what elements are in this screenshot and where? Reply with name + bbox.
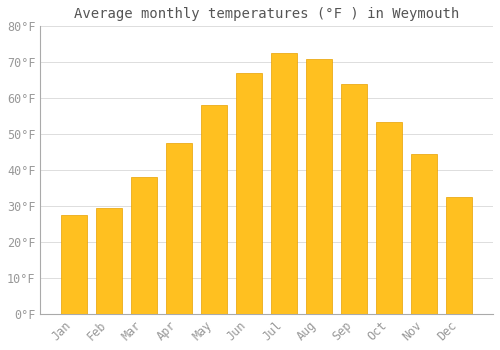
Bar (131, 177, 157, 314)
Bar (446, 197, 472, 314)
Bar (271, 53, 297, 314)
Bar (201, 105, 228, 314)
Bar (96, 208, 122, 314)
Bar (411, 154, 438, 314)
Bar (306, 59, 332, 314)
Bar (376, 121, 402, 314)
Bar (236, 73, 262, 314)
Bar (166, 143, 192, 314)
Title: Average monthly temperatures (°F ) in Weymouth: Average monthly temperatures (°F ) in We… (74, 7, 460, 21)
Bar (341, 84, 367, 314)
Bar (61, 215, 87, 314)
